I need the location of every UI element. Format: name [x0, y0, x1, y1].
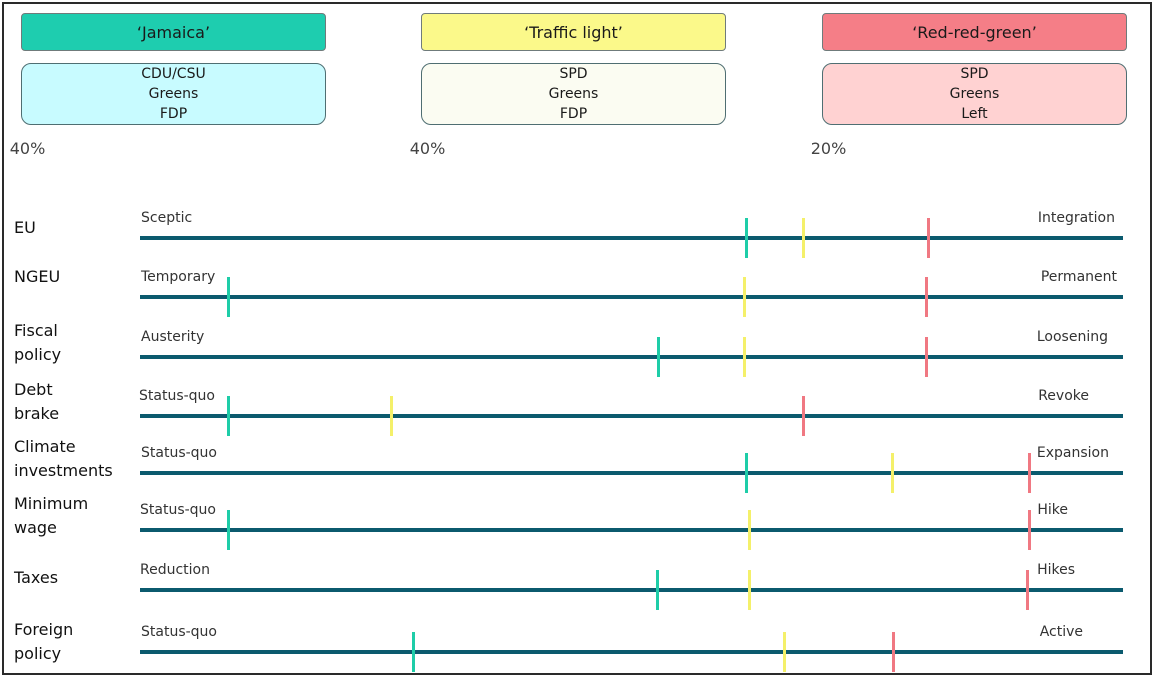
- policy-axis-line: [140, 295, 1123, 299]
- coalition-position-marker: [226, 510, 230, 550]
- coalition-position-marker: [747, 570, 751, 610]
- coalition-share: 40%: [409, 139, 446, 158]
- coalition-position-marker: [390, 396, 394, 436]
- axis-high-label: Expansion: [1036, 445, 1109, 461]
- coalition-position-marker: [743, 337, 747, 377]
- coalition-position-marker: [743, 277, 747, 317]
- coalition-position-marker: [226, 277, 230, 317]
- axis-high-label: Integration: [1037, 210, 1115, 226]
- coalition-position-marker: [745, 453, 748, 493]
- party-name: SPD: [960, 66, 989, 82]
- policy-row-label: Fiscal policy: [14, 321, 62, 364]
- coalition-position-marker: [1028, 510, 1032, 550]
- policy-row-label: Minimum wage: [14, 494, 89, 537]
- policy-axis-line: [140, 588, 1123, 592]
- coalition-position-marker: [924, 277, 928, 317]
- policy-axis-line: [140, 414, 1123, 418]
- coalition-position-marker: [802, 218, 806, 258]
- axis-high-label: Hike: [1037, 502, 1068, 518]
- party-name: Greens: [548, 86, 599, 102]
- policy-axis-line: [140, 355, 1123, 359]
- coalition-position-marker: [655, 570, 659, 610]
- axis-low-label: Sceptic: [141, 210, 193, 226]
- policy-axis-line: [140, 528, 1123, 532]
- coalition-position-marker: [892, 632, 896, 672]
- axis-low-label: Status-quo: [139, 388, 215, 404]
- party-name: SPD: [559, 66, 588, 82]
- coalition-position-marker: [783, 632, 787, 672]
- party-name: CDU/CSU: [141, 66, 206, 82]
- coalition-parties-box: CDU/CSU Greens FDP: [21, 63, 326, 125]
- axis-high-label: Revoke: [1038, 388, 1089, 404]
- party-name: Greens: [148, 86, 199, 102]
- coalition-position-marker: [802, 396, 806, 436]
- coalition-parties-box: SPD Greens FDP: [421, 63, 726, 125]
- axis-low-label: Status-quo: [141, 445, 217, 461]
- policy-row-label: EU: [14, 218, 36, 237]
- coalition-share: 20%: [810, 139, 847, 158]
- coalition-position-marker: [745, 218, 748, 258]
- coalition-position-marker: [926, 218, 930, 258]
- coalition-position-marker: [924, 337, 928, 377]
- axis-high-label: Hikes: [1037, 562, 1075, 578]
- policy-axis-line: [140, 650, 1123, 654]
- policy-row-label: Foreign policy: [14, 620, 74, 663]
- policy-row-label: Taxes: [14, 568, 59, 587]
- coalition-position-marker: [891, 453, 895, 493]
- coalition-position-marker: [411, 632, 415, 672]
- axis-low-label: Status-quo: [141, 624, 217, 640]
- axis-high-label: Loosening: [1036, 329, 1108, 345]
- party-name: FDP: [559, 106, 588, 122]
- axis-low-label: Status-quo: [140, 502, 216, 518]
- axis-low-label: Austerity: [141, 329, 205, 345]
- coalition-position-marker: [747, 510, 751, 550]
- coalition-position-marker: [1028, 453, 1032, 493]
- coalition-header: ‘Traffic light’: [421, 13, 726, 51]
- party-name: Left: [961, 106, 988, 122]
- coalition-header: ‘Red-red-green’: [822, 13, 1127, 51]
- party-name: Greens: [949, 86, 1000, 102]
- axis-high-label: Permanent: [1040, 269, 1117, 285]
- axis-low-label: Temporary: [141, 269, 216, 285]
- coalition-position-marker: [1026, 570, 1030, 610]
- coalition-header: ‘Jamaica’: [21, 13, 326, 51]
- coalition-share: 40%: [9, 139, 46, 158]
- coalition-position-marker: [656, 337, 660, 377]
- policy-row-label: Climate investments: [14, 437, 113, 480]
- policy-row-label: NGEU: [14, 267, 61, 286]
- axis-low-label: Reduction: [140, 562, 210, 578]
- policy-axis-line: [140, 471, 1123, 475]
- party-name: FDP: [159, 106, 188, 122]
- axis-high-label: Active: [1039, 624, 1083, 640]
- policy-row-label: Debt brake: [14, 380, 60, 423]
- coalition-parties-box: SPD Greens Left: [822, 63, 1127, 125]
- coalition-position-marker: [226, 396, 230, 436]
- policy-axis-line: [140, 236, 1123, 240]
